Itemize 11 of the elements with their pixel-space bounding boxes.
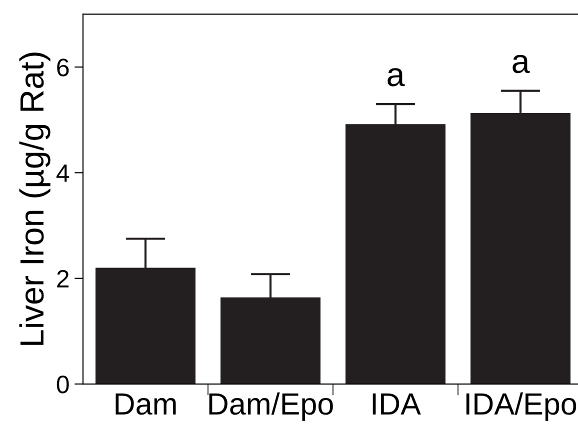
x-tick-label: IDA bbox=[372, 393, 421, 414]
x-tick-label: Dam/Epo bbox=[209, 392, 333, 421]
y-tick-label: 6 bbox=[57, 58, 69, 76]
annotation: a bbox=[388, 68, 405, 86]
y-tick-label: 0 bbox=[56, 376, 69, 394]
x-tick-label: IDA/Epo bbox=[466, 392, 576, 421]
annotation: a bbox=[512, 54, 530, 74]
y-tick-label: 4 bbox=[56, 164, 70, 182]
x-tick-label: Dam bbox=[116, 393, 176, 415]
y-tick-label: 2 bbox=[57, 270, 69, 288]
y-axis-title: Liver Iron (µg/g Rat) bbox=[19, 52, 50, 345]
